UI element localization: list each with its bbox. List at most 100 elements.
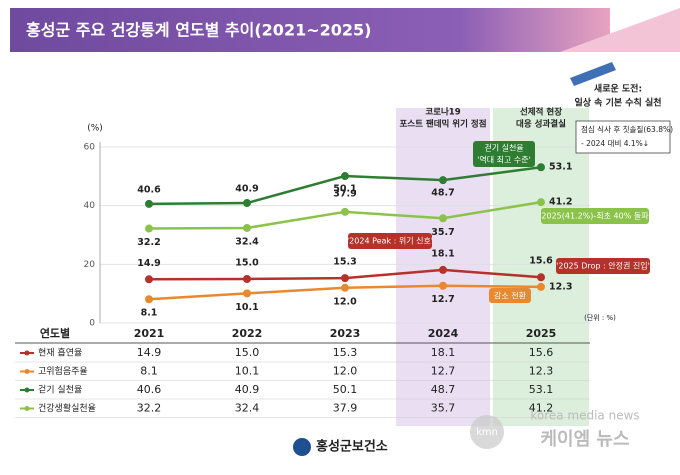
data-label: 48.7 — [431, 188, 454, 199]
column-header: 2023 — [330, 327, 361, 340]
table-cell: 12.0 — [333, 365, 358, 378]
annotation: 일상 속 기본 수칙 실천 — [574, 97, 661, 109]
data-label: 18.1 — [431, 248, 454, 259]
annotation: '역대 최고 수준' — [477, 155, 531, 165]
callout-box — [556, 258, 650, 274]
legend-swatch — [24, 387, 30, 393]
data-label: 40.9 — [235, 184, 258, 195]
point — [243, 289, 251, 298]
y-tick-label: 60 — [84, 143, 96, 153]
point — [439, 214, 447, 223]
point — [145, 275, 153, 284]
point — [243, 275, 251, 283]
annotation: 대응 성과결실 — [516, 119, 566, 130]
point — [243, 199, 251, 208]
table-cell: 15.3 — [333, 346, 358, 359]
table-cell: 12.7 — [431, 365, 456, 378]
y-unit: (%) — [87, 124, 103, 134]
annotation: 새로운 도전: — [594, 83, 642, 95]
data-label: 37.9 — [333, 188, 356, 199]
table-cell: 53.1 — [529, 383, 554, 396]
data-label: 12.3 — [549, 281, 572, 292]
point — [537, 282, 545, 291]
table-cell: 37.9 — [333, 402, 358, 415]
point — [341, 172, 349, 181]
annotation: '2025 Drop : 안정권 진입' — [556, 261, 650, 271]
data-label: 40.6 — [137, 184, 161, 195]
point — [537, 273, 545, 282]
table-cell: 15.6 — [529, 346, 554, 359]
table-cell: 10.1 — [235, 365, 260, 378]
point — [341, 274, 349, 283]
table-cell: 12.3 — [529, 365, 554, 378]
watermark: korea media news — [530, 409, 639, 423]
legend-swatch — [24, 350, 30, 356]
table-header: 연도별 — [40, 326, 70, 340]
point — [145, 199, 153, 208]
table-unit: (단위 : %) — [584, 313, 616, 322]
point — [243, 223, 251, 232]
annotation: 감소 전환 — [494, 291, 527, 301]
table-cell: 48.7 — [431, 383, 456, 396]
logo — [293, 438, 311, 456]
point — [145, 295, 153, 304]
annotation: 걷기 실천율 — [484, 143, 523, 153]
title-banner — [10, 8, 610, 52]
column-header: 2021 — [134, 327, 165, 340]
annotation: 선제적 현장 — [520, 107, 562, 118]
data-label: 15.6 — [529, 256, 553, 267]
point — [439, 265, 447, 274]
callout-box — [348, 233, 432, 249]
table-cell: 14.9 — [137, 346, 162, 359]
row-label: 건강생활실천율 — [38, 402, 96, 414]
table-cell: 35.7 — [431, 402, 456, 415]
data-label: 15.3 — [333, 257, 356, 268]
annotation: '2024 Peak : 위기 신호' — [347, 237, 433, 246]
callout-box — [541, 208, 649, 224]
chart-title: 홍성군 주요 건강통계 연도별 추이(2021~2025) — [26, 21, 371, 40]
note-box — [575, 120, 671, 154]
footer: 홍성군보건소 — [316, 439, 388, 455]
table-cell: 32.4 — [235, 402, 260, 415]
toothbrush-icon — [570, 62, 616, 86]
data-label: 10.1 — [235, 302, 258, 313]
row-label: 현재 흡연율 — [38, 347, 82, 359]
watermark-logo — [470, 415, 504, 449]
legend-swatch — [24, 369, 30, 374]
data-label: 14.9 — [137, 258, 160, 269]
point — [341, 207, 349, 216]
callout-box — [489, 288, 531, 303]
data-label: 53.1 — [549, 162, 572, 173]
table-cell: 32.2 — [137, 402, 162, 415]
row-label: 고위험음주율 — [38, 366, 88, 377]
annotation: '2025(41.2%)-최초 40% 돌파' — [539, 211, 651, 221]
data-label: 41.2 — [549, 197, 572, 208]
y-tick-label: 0 — [89, 319, 95, 329]
legend-swatch — [24, 406, 30, 411]
annotation: 포스트 팬데믹 위기 정점 — [399, 119, 486, 130]
point — [537, 198, 545, 207]
table-cell: 50.1 — [333, 383, 358, 396]
data-label: 32.2 — [137, 237, 160, 248]
watermark: 케이엠 뉴스 — [540, 429, 629, 450]
y-tick-label: 20 — [84, 260, 96, 270]
point — [145, 224, 153, 233]
data-label: 35.7 — [431, 227, 454, 238]
row-label: 걷기 실천율 — [38, 384, 82, 396]
banner-accent — [560, 8, 680, 52]
annotation: - 2024 대비 4.1%↓ — [581, 139, 649, 148]
data-label: 15.0 — [235, 258, 259, 269]
data-label: 32.4 — [235, 236, 259, 247]
table-cell: 15.0 — [235, 346, 260, 359]
table-cell: 41.2 — [529, 402, 554, 415]
point — [341, 283, 349, 292]
table-cell: 40.6 — [137, 383, 162, 396]
data-label: 50.1 — [333, 184, 356, 195]
data-label: 12.7 — [431, 294, 454, 305]
point — [537, 163, 545, 172]
watermark: kmn — [476, 427, 498, 438]
data-label: 8.1 — [141, 308, 158, 319]
column-header: 2024 — [428, 327, 459, 340]
point — [439, 281, 447, 290]
